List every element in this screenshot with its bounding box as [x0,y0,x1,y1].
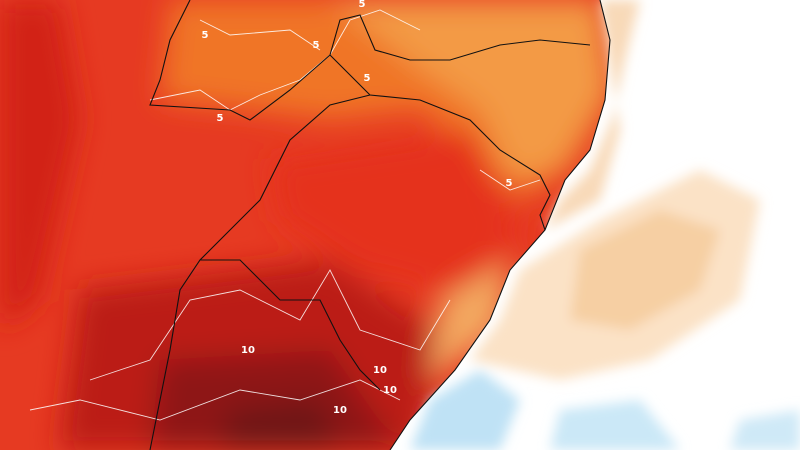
contour-label: 5 [506,178,513,189]
contour-label: 5 [202,30,209,41]
contour-label: 10 [241,345,255,356]
contour-label: 5 [364,73,371,84]
contour-label: 5 [359,0,366,10]
state-border [329,54,551,231]
state-border [149,0,591,121]
field-shading [0,0,612,450]
contour-label: 5 [217,113,224,124]
contour-label: 10 [373,365,387,376]
country-border [200,259,381,391]
state-border [149,94,371,450]
contours [29,9,541,421]
boundaries [149,0,611,450]
ocean-shading [410,0,800,450]
contour-label: 10 [383,385,397,396]
contour-label: 10 [333,405,347,416]
contour-labels: 5 5 5 5 5 5 10 10 10 10 [202,0,513,416]
contour-label: 5 [313,40,320,51]
